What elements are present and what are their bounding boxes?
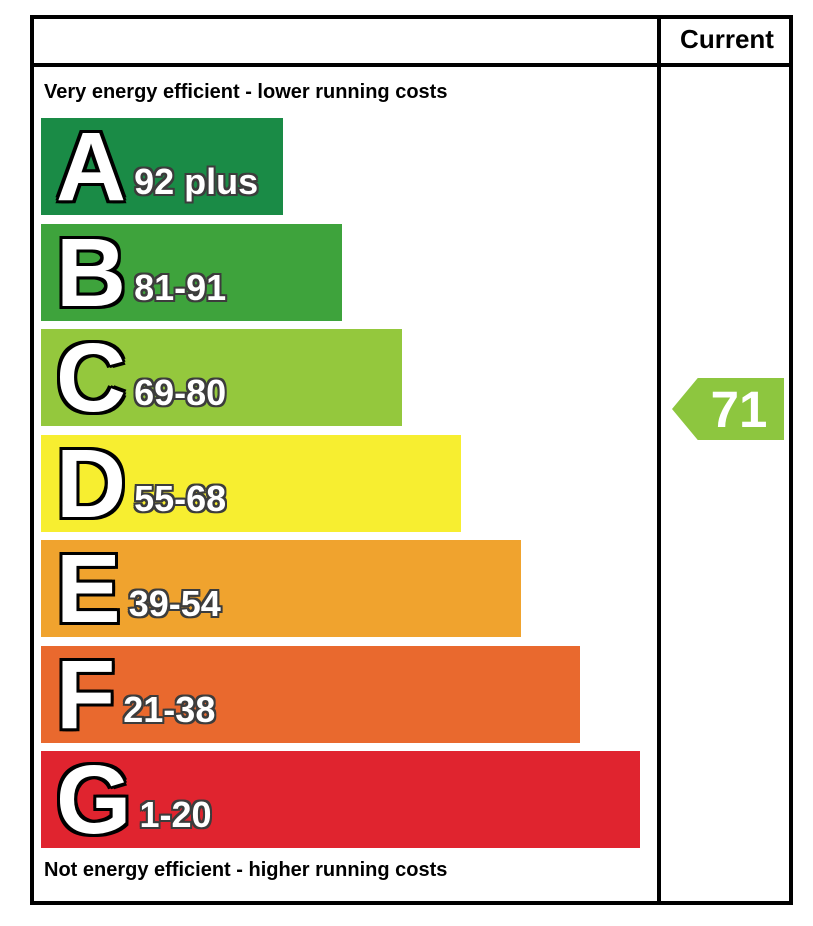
- band-c-range: 69-80: [134, 372, 227, 413]
- band-b: B 81-91: [41, 224, 342, 321]
- band-b-range: 81-91: [134, 267, 227, 308]
- band-e: E 39-54: [41, 540, 521, 637]
- band-e-range: 39-54: [128, 583, 221, 624]
- bottom-note: Not energy efficient - higher running co…: [44, 859, 448, 881]
- band-b-letter: B: [56, 218, 127, 327]
- current-rating-value: 71: [710, 380, 768, 438]
- band-e-letter: E: [56, 534, 121, 643]
- band-g-range: 1-20: [139, 794, 212, 835]
- band-d-letter: D: [56, 429, 127, 538]
- current-rating-arrow: 71: [672, 378, 784, 440]
- band-d-range: 55-68: [134, 478, 227, 519]
- band-f: F 21-38: [41, 646, 580, 743]
- band-f-letter: F: [56, 640, 116, 749]
- band-c-letter: C: [56, 323, 127, 432]
- band-a-range: 92 plus: [134, 161, 259, 202]
- top-note: Very energy efficient - lower running co…: [44, 81, 448, 103]
- band-d: D 55-68: [41, 435, 461, 532]
- current-column-divider: [657, 15, 661, 905]
- band-f-range: 21-38: [123, 689, 216, 730]
- band-g: G 1-20: [41, 751, 640, 848]
- current-column-header: Current: [680, 24, 774, 54]
- header-row-divider: [30, 63, 793, 67]
- band-a-letter: A: [56, 112, 127, 221]
- band-a: A 92 plus: [41, 118, 283, 215]
- band-c: C 69-80: [41, 329, 402, 426]
- band-g-letter: G: [56, 745, 132, 854]
